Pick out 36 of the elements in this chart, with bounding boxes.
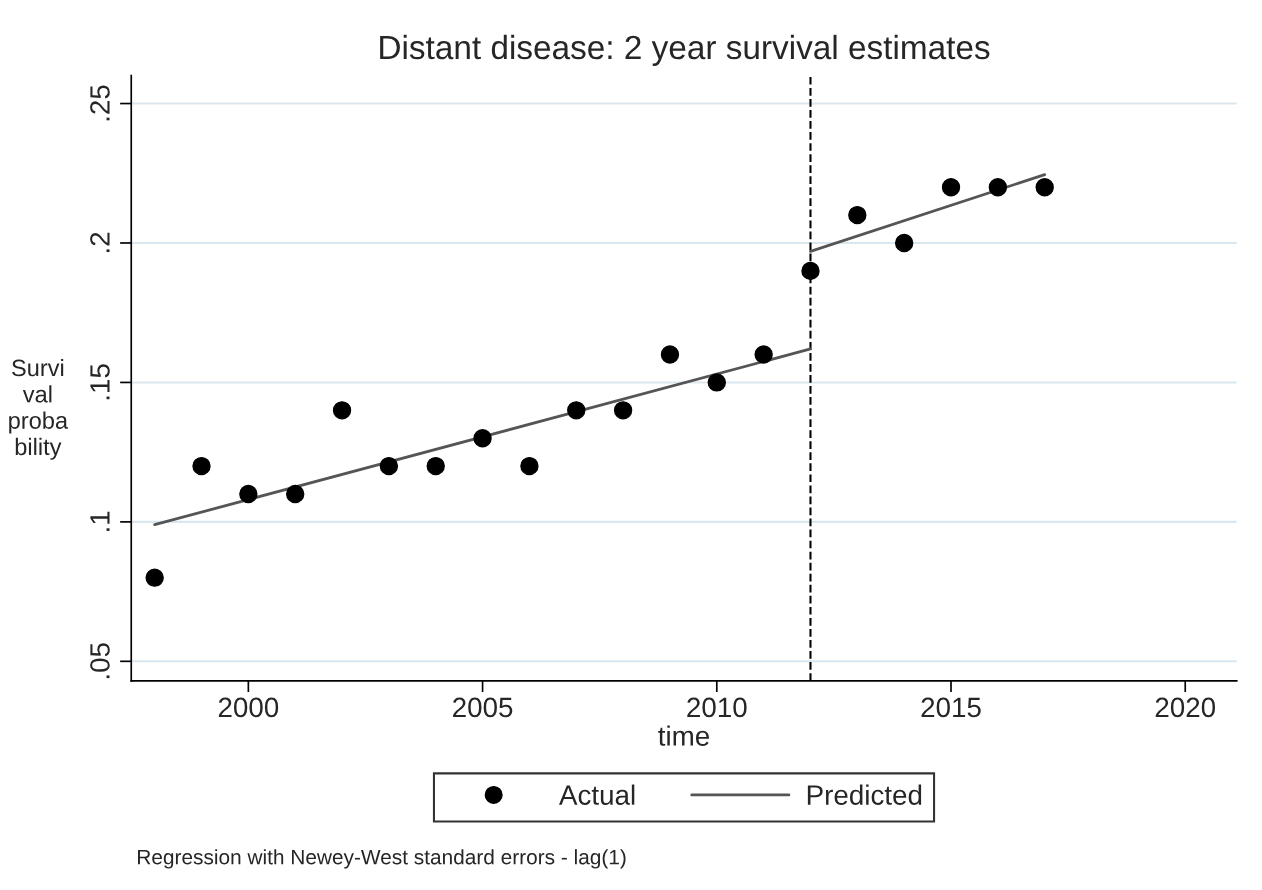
y-axis-title: Survi val proba bility — [9, 358, 69, 460]
point — [286, 484, 305, 504]
point — [332, 401, 352, 420]
point — [426, 456, 445, 476]
point — [707, 373, 726, 392]
legend-label: Actual — [559, 784, 635, 805]
point — [1035, 178, 1054, 197]
chart-title: Distant disease: 2 year survival estimates — [380, 34, 990, 66]
point — [473, 429, 492, 448]
point — [754, 345, 773, 364]
point — [988, 178, 1008, 197]
point — [660, 345, 680, 364]
point — [613, 401, 633, 420]
point — [894, 233, 914, 253]
point — [145, 568, 164, 587]
x-tick-label: 2000 — [218, 697, 279, 718]
point — [801, 261, 820, 281]
y-tick-label: .05 — [90, 643, 110, 679]
y-tick-label: .25 — [90, 85, 110, 121]
y-tick-label: .15 — [90, 364, 110, 400]
x-tick-label: 2010 — [687, 697, 747, 718]
text: Regression with Newey-West standard errors - lag(1) — [138, 849, 626, 869]
point — [239, 484, 258, 504]
point — [520, 456, 539, 476]
legend-label: Predicted — [807, 784, 922, 805]
point — [379, 456, 399, 476]
y-tick-label: .1 — [90, 511, 110, 531]
x-axis-title: time — [658, 725, 710, 746]
x-tick-label: 2020 — [1155, 697, 1216, 718]
point — [192, 456, 211, 476]
x-tick-label: 2005 — [453, 697, 513, 718]
point — [848, 205, 867, 225]
point — [567, 401, 586, 420]
point — [941, 178, 961, 197]
x-tick-label: 2015 — [921, 697, 981, 718]
y-tick-label: .2 — [90, 232, 110, 253]
